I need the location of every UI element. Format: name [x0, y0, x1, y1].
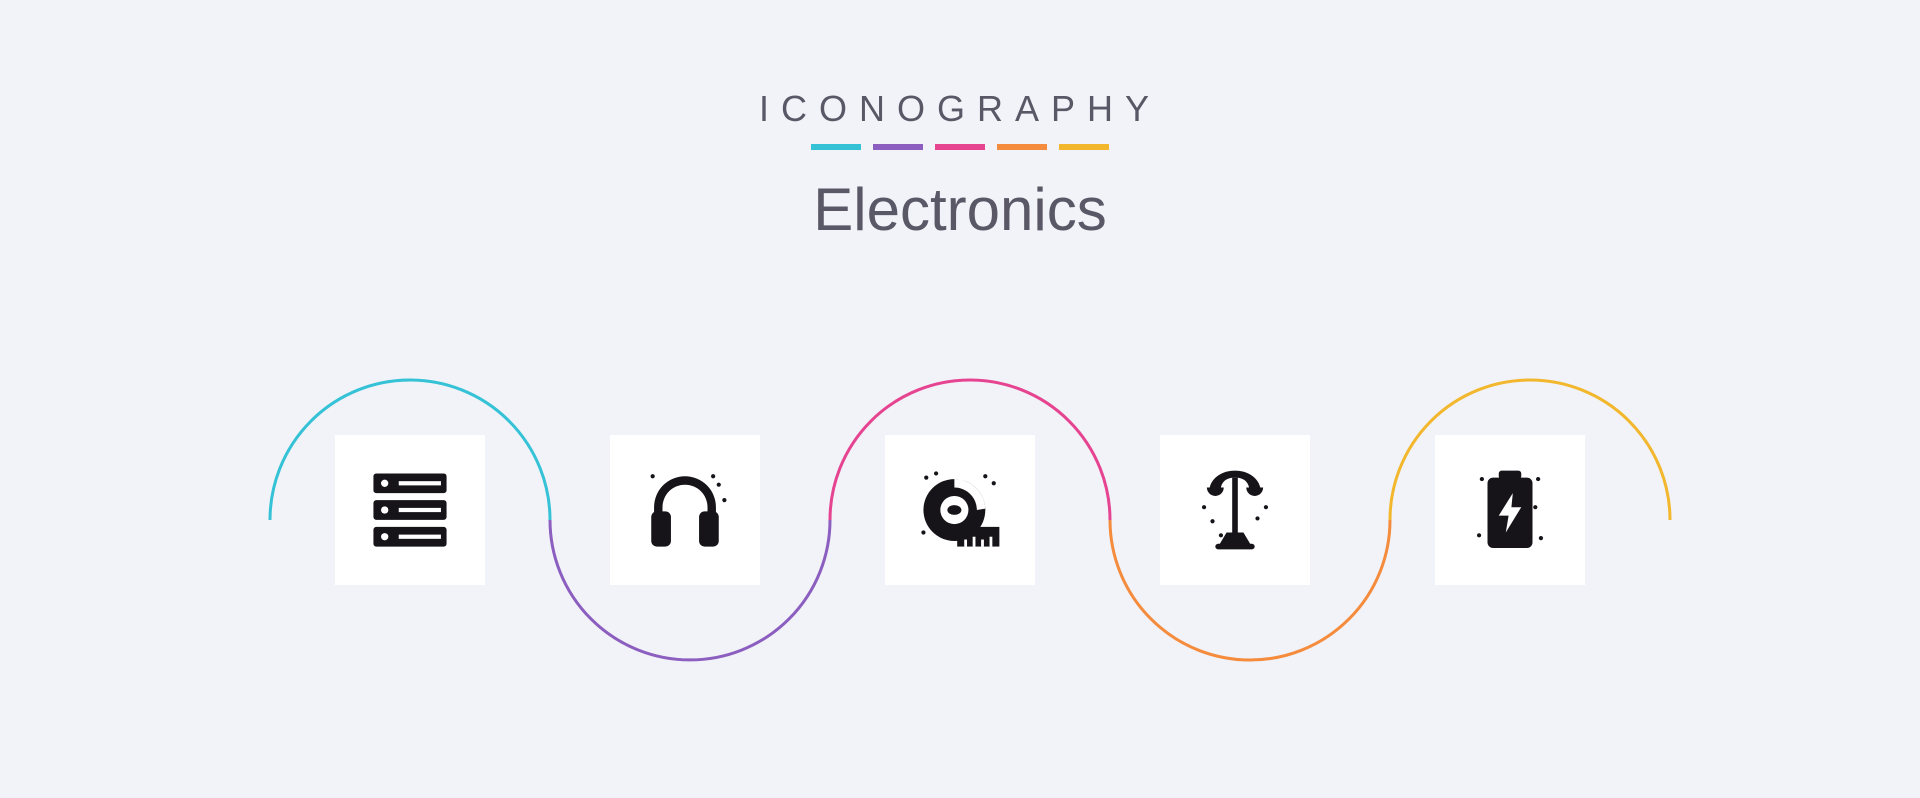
tape-measure-icon — [915, 465, 1005, 555]
tile-server — [335, 435, 485, 585]
brand-text: ICONOGRAPHY — [0, 88, 1920, 130]
tile-headphones — [610, 435, 760, 585]
stripe-3 — [935, 144, 985, 150]
color-stripes — [811, 144, 1109, 150]
stripe-5 — [1059, 144, 1109, 150]
street-lamp-icon — [1190, 465, 1280, 555]
tile-battery — [1435, 435, 1585, 585]
server-icon — [365, 465, 455, 555]
stripe-1 — [811, 144, 861, 150]
stripe-2 — [873, 144, 923, 150]
tile-tape-measure — [885, 435, 1035, 585]
category-title: Electronics — [0, 175, 1920, 244]
battery-icon — [1465, 465, 1555, 555]
tile-street-lamp — [1160, 435, 1310, 585]
headphones-icon — [640, 465, 730, 555]
header: ICONOGRAPHY Electronics — [0, 88, 1920, 244]
icon-tiles-row — [0, 435, 1920, 585]
stripe-4 — [997, 144, 1047, 150]
